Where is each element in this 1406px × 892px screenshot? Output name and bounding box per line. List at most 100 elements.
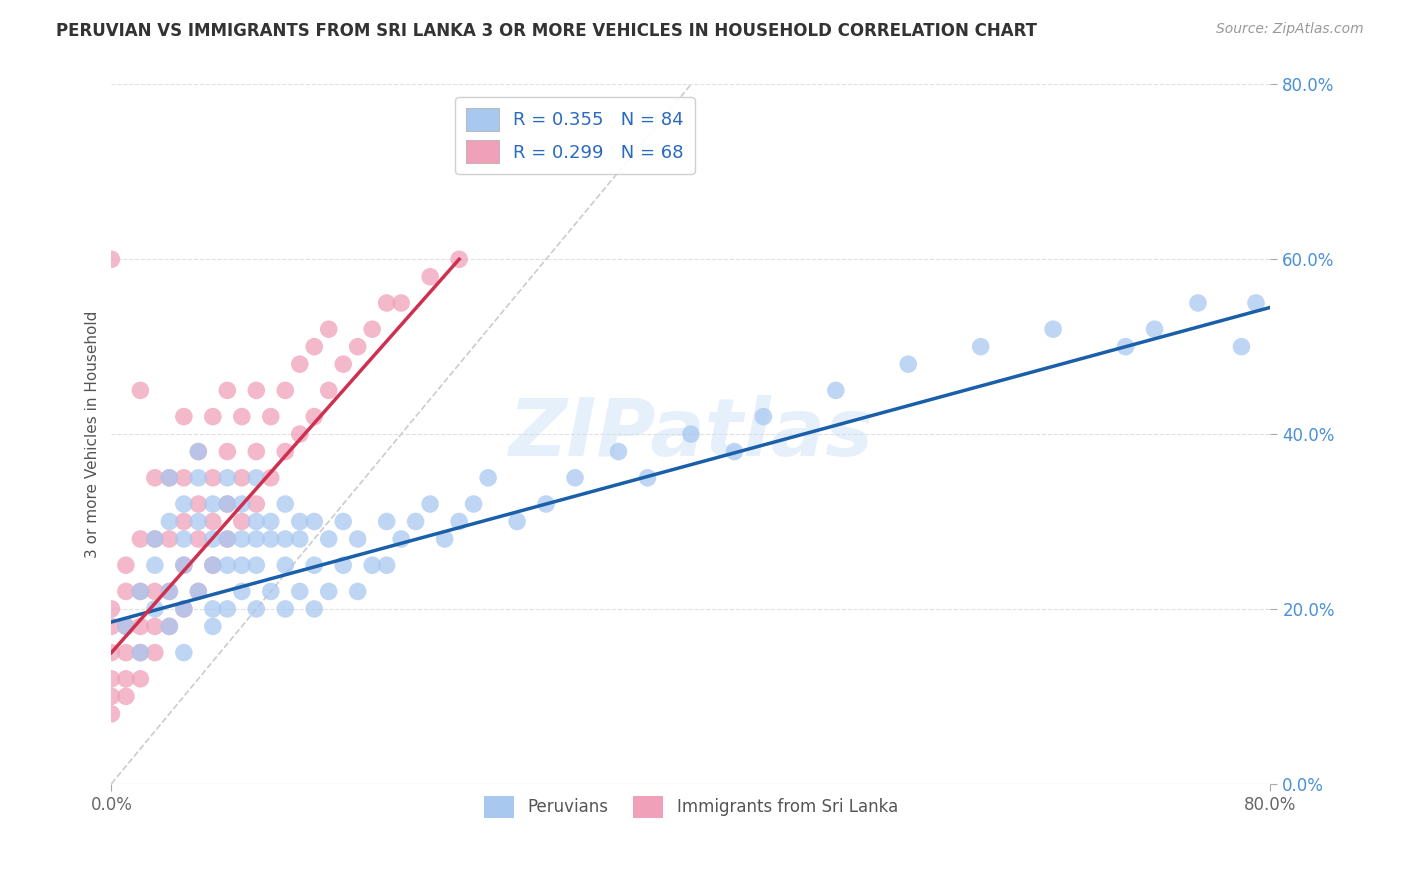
Point bbox=[506, 515, 529, 529]
Point bbox=[245, 497, 267, 511]
Point bbox=[288, 427, 311, 442]
Point bbox=[375, 558, 398, 573]
Point bbox=[463, 497, 485, 511]
Point bbox=[231, 471, 253, 485]
Point bbox=[260, 471, 283, 485]
Point bbox=[100, 690, 122, 704]
Point bbox=[318, 584, 340, 599]
Point bbox=[274, 532, 297, 546]
Point bbox=[433, 532, 456, 546]
Point bbox=[217, 444, 239, 458]
Point bbox=[157, 584, 180, 599]
Point bbox=[129, 619, 152, 633]
Point bbox=[752, 409, 775, 424]
Point bbox=[564, 471, 586, 485]
Point bbox=[897, 357, 920, 371]
Point bbox=[449, 252, 471, 267]
Point bbox=[1143, 322, 1166, 336]
Point bbox=[245, 444, 267, 458]
Point bbox=[288, 515, 311, 529]
Point bbox=[217, 532, 239, 546]
Point bbox=[100, 602, 122, 616]
Point bbox=[201, 558, 224, 573]
Point bbox=[129, 584, 152, 599]
Point bbox=[173, 646, 195, 660]
Point bbox=[187, 584, 209, 599]
Point bbox=[129, 532, 152, 546]
Point bbox=[115, 619, 138, 633]
Point bbox=[274, 384, 297, 398]
Point bbox=[187, 471, 209, 485]
Point bbox=[1115, 340, 1137, 354]
Point bbox=[375, 296, 398, 310]
Point bbox=[304, 340, 326, 354]
Point bbox=[723, 444, 745, 458]
Point bbox=[157, 515, 180, 529]
Point bbox=[449, 515, 471, 529]
Point bbox=[1042, 322, 1064, 336]
Point bbox=[173, 409, 195, 424]
Point bbox=[477, 471, 499, 485]
Point bbox=[970, 340, 993, 354]
Text: Source: ZipAtlas.com: Source: ZipAtlas.com bbox=[1216, 22, 1364, 37]
Point bbox=[231, 515, 253, 529]
Point bbox=[361, 322, 384, 336]
Point bbox=[1244, 296, 1267, 310]
Point bbox=[100, 672, 122, 686]
Point bbox=[173, 558, 195, 573]
Point bbox=[115, 672, 138, 686]
Point bbox=[157, 471, 180, 485]
Point bbox=[217, 471, 239, 485]
Point bbox=[217, 497, 239, 511]
Point bbox=[245, 602, 267, 616]
Point bbox=[100, 252, 122, 267]
Point bbox=[201, 471, 224, 485]
Point bbox=[332, 558, 354, 573]
Point bbox=[173, 497, 195, 511]
Point bbox=[260, 532, 283, 546]
Point bbox=[274, 558, 297, 573]
Point bbox=[157, 471, 180, 485]
Point bbox=[231, 532, 253, 546]
Point bbox=[260, 409, 283, 424]
Point bbox=[346, 532, 368, 546]
Point bbox=[187, 444, 209, 458]
Point bbox=[419, 497, 441, 511]
Point bbox=[1187, 296, 1209, 310]
Point bbox=[187, 444, 209, 458]
Point bbox=[187, 497, 209, 511]
Point bbox=[129, 646, 152, 660]
Text: PERUVIAN VS IMMIGRANTS FROM SRI LANKA 3 OR MORE VEHICLES IN HOUSEHOLD CORRELATIO: PERUVIAN VS IMMIGRANTS FROM SRI LANKA 3 … bbox=[56, 22, 1038, 40]
Point bbox=[245, 558, 267, 573]
Point bbox=[129, 584, 152, 599]
Point bbox=[143, 602, 166, 616]
Point bbox=[201, 532, 224, 546]
Point bbox=[157, 584, 180, 599]
Point bbox=[143, 532, 166, 546]
Point bbox=[143, 471, 166, 485]
Point bbox=[129, 672, 152, 686]
Point bbox=[260, 584, 283, 599]
Point bbox=[405, 515, 427, 529]
Point bbox=[115, 584, 138, 599]
Point bbox=[173, 602, 195, 616]
Point bbox=[143, 532, 166, 546]
Point bbox=[288, 357, 311, 371]
Point bbox=[318, 532, 340, 546]
Point bbox=[201, 515, 224, 529]
Point bbox=[260, 515, 283, 529]
Point bbox=[274, 497, 297, 511]
Point bbox=[245, 384, 267, 398]
Point bbox=[1230, 340, 1253, 354]
Point bbox=[217, 602, 239, 616]
Point bbox=[173, 471, 195, 485]
Point bbox=[304, 409, 326, 424]
Point bbox=[824, 384, 846, 398]
Point bbox=[115, 558, 138, 573]
Point bbox=[231, 409, 253, 424]
Point bbox=[346, 340, 368, 354]
Point bbox=[217, 497, 239, 511]
Point bbox=[173, 602, 195, 616]
Point bbox=[201, 558, 224, 573]
Y-axis label: 3 or more Vehicles in Household: 3 or more Vehicles in Household bbox=[86, 310, 100, 558]
